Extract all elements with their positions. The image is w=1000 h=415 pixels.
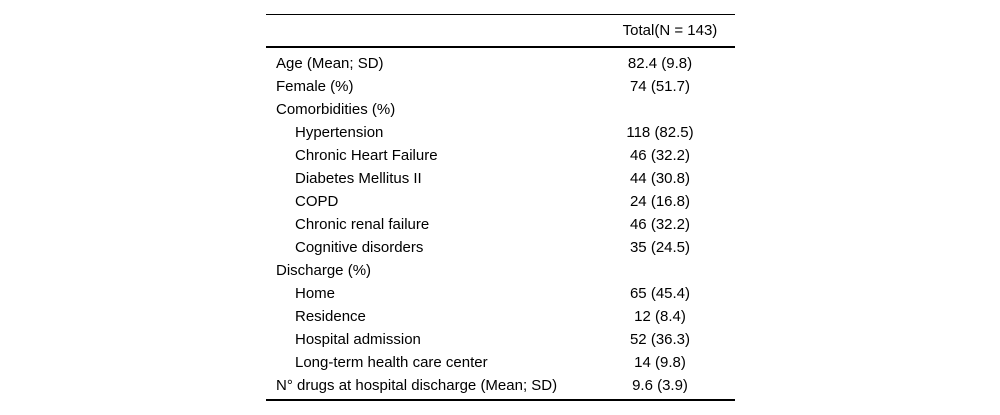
row-value: 82.4 (9.8): [627, 55, 693, 72]
table-row: Cognitive disorders 35 (24.5): [266, 236, 735, 259]
table-row: Age (Mean; SD) 82.4 (9.8): [266, 52, 735, 75]
header-rule: [266, 46, 735, 48]
row-label: Long-term health care center: [295, 354, 488, 371]
row-label: Age (Mean; SD): [276, 55, 384, 72]
row-label: Home: [295, 285, 336, 302]
row-value: 118 (82.5): [626, 124, 694, 141]
bottom-rule: [266, 399, 735, 401]
row-label: Cognitive disorders: [295, 239, 424, 256]
row-value: 74 (51.7): [629, 78, 691, 95]
row-value: 24 (16.8): [629, 193, 691, 210]
row-label: Female (%): [276, 78, 354, 95]
top-rule: [266, 14, 735, 15]
row-value: 44 (30.8): [629, 170, 691, 187]
row-value: 35 (24.5): [629, 239, 691, 256]
table-row: COPD 24 (16.8): [266, 190, 735, 213]
row-value: 9.6 (3.9): [632, 377, 688, 394]
row-label: Diabetes Mellitus II: [295, 170, 422, 187]
row-label: Hypertension: [295, 124, 384, 141]
table-row: Chronic renal failure 46 (32.2): [266, 213, 735, 236]
row-value: 14 (9.8): [634, 354, 686, 371]
table-row: Long-term health care center 14 (9.8): [266, 351, 735, 374]
table-row: Diabetes Mellitus II 44 (30.8): [266, 167, 735, 190]
table-row: N° drugs at hospital discharge (Mean; SD…: [266, 374, 735, 397]
table-row-section: Comorbidities (%): [266, 98, 735, 121]
row-label: N° drugs at hospital discharge (Mean; SD…: [276, 377, 558, 394]
total-column-header: Total(N = 143): [622, 22, 718, 39]
patient-characteristics-table: Total(N = 143) Age (Mean; SD) 82.4 (9.8)…: [266, 14, 735, 401]
row-label: Comorbidities (%): [276, 101, 396, 118]
row-value: 12 (8.4): [634, 308, 686, 325]
row-label: COPD: [295, 193, 339, 210]
row-value: [585, 259, 735, 282]
table-row: Chronic Heart Failure 46 (32.2): [266, 144, 735, 167]
table-header-row: Total(N = 143): [266, 15, 735, 46]
table-row: Hospital admission 52 (36.3): [266, 328, 735, 351]
table-row: Female (%) 74 (51.7): [266, 75, 735, 98]
table-row: Residence 12 (8.4): [266, 305, 735, 328]
row-label: Residence: [295, 308, 366, 325]
table-row: Hypertension 118 (82.5): [266, 121, 735, 144]
row-label: Discharge (%): [276, 262, 372, 279]
row-value: 46 (32.2): [629, 216, 691, 233]
row-value: 65 (45.4): [629, 285, 691, 302]
row-value: 52 (36.3): [629, 331, 691, 348]
table-row: Home 65 (45.4): [266, 282, 735, 305]
table-row-section: Discharge (%): [266, 259, 735, 282]
row-value: [585, 98, 735, 121]
row-label: Chronic Heart Failure: [295, 147, 438, 164]
table-body: Age (Mean; SD) 82.4 (9.8) Female (%) 74 …: [266, 48, 735, 399]
row-label: Hospital admission: [295, 331, 421, 348]
row-label: Chronic renal failure: [295, 216, 430, 233]
row-value: 46 (32.2): [629, 147, 691, 164]
